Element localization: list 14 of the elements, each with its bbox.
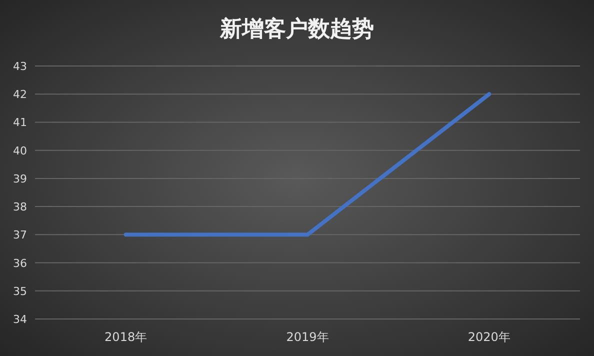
y-tick-label: 40 [13, 144, 27, 158]
y-tick-label: 43 [13, 60, 27, 73]
y-tick-label: 35 [13, 284, 27, 298]
y-tick-label: 34 [13, 313, 27, 326]
x-tick-label: 2019年 [286, 330, 329, 344]
x-tick-label: 2020年 [468, 330, 510, 344]
chart-title: 新增客户数趋势 [219, 16, 374, 42]
y-tick-label: 39 [13, 172, 27, 186]
x-tick-label: 2018年 [104, 330, 148, 344]
y-tick-label: 42 [13, 88, 27, 102]
y-tick-label: 38 [13, 200, 27, 214]
y-tick-label: 36 [13, 256, 27, 270]
y-tick-label: 37 [13, 228, 27, 242]
y-tick-label: 41 [13, 116, 27, 130]
